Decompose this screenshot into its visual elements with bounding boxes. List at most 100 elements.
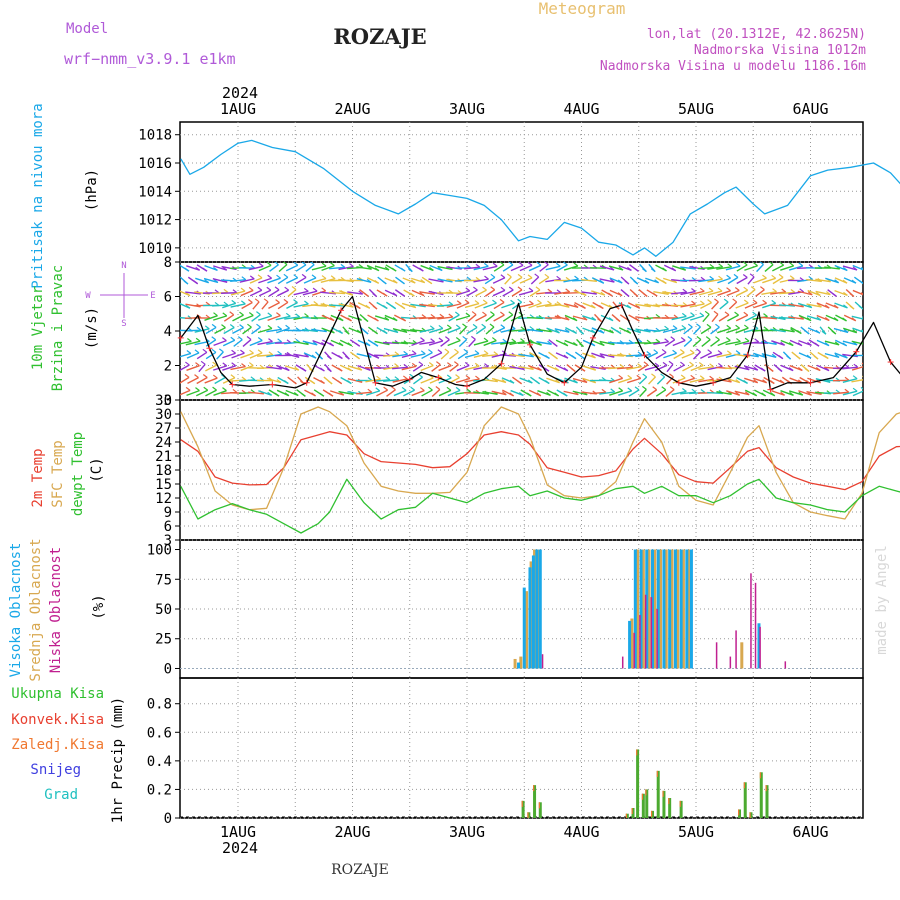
wind-arrow-head	[517, 298, 522, 303]
wind-arrow	[186, 352, 200, 359]
wind-arrow-head	[726, 274, 731, 279]
wind-arrow-head	[484, 275, 489, 280]
wind-arrow-head	[581, 304, 586, 309]
wind-arrow	[320, 291, 336, 295]
wind-arrow	[644, 341, 660, 345]
panel-frame-pressure	[179, 121, 864, 263]
wind-arrow-head	[517, 273, 523, 278]
wind-arrow	[401, 302, 417, 309]
wind-arrow-head	[778, 355, 784, 360]
wind-arrow	[252, 301, 260, 310]
wind-arrow	[653, 341, 669, 345]
wind-arrow	[393, 389, 407, 397]
high-cloud-bar	[662, 549, 666, 669]
wind-arrow	[834, 289, 848, 297]
wind-arrow-head	[347, 367, 353, 372]
wind-arrow-head	[418, 267, 424, 272]
wind-arrow	[833, 391, 849, 395]
wind-arrow-head	[627, 387, 633, 392]
legend-total: Ukupna Kisa	[11, 686, 104, 702]
precip-bar-top	[738, 809, 740, 816]
wind-arrow	[473, 278, 489, 283]
wind-arrow	[222, 352, 236, 359]
wind-arrow-head	[211, 323, 217, 328]
wind-arrow	[466, 289, 478, 297]
wind-arrow-head	[768, 262, 774, 266]
wind-arrow	[464, 302, 480, 309]
wind-arrow	[599, 265, 615, 271]
wind-arrow-head	[556, 275, 562, 280]
wind-arrow	[491, 366, 507, 370]
wind-arrow-head	[222, 362, 228, 367]
wind-arrow	[411, 339, 425, 347]
wind-arrow-head	[364, 292, 369, 297]
wind-arrow-head	[483, 262, 489, 267]
wind-arrow	[716, 353, 732, 358]
wind-arrow-head	[204, 279, 210, 284]
wind-arrow	[627, 377, 641, 384]
wind-arrow	[563, 278, 579, 283]
wind-arrow	[347, 291, 363, 295]
wind-arrow	[278, 263, 288, 273]
wind-arrow-head	[355, 304, 361, 309]
wind-arrow-head	[517, 380, 522, 385]
wind-arrow-head	[274, 286, 280, 291]
wind-arrow-head	[474, 362, 480, 367]
wind-arrow-head	[562, 392, 568, 397]
wind-arrow-head	[844, 388, 850, 393]
wind-arrow	[502, 264, 514, 272]
wind-arrow-head	[436, 361, 441, 366]
wind-arrow-head	[257, 349, 263, 354]
wind-arrow-head	[295, 338, 301, 343]
wind-arrow	[491, 377, 507, 384]
precip-bar-top	[527, 812, 529, 818]
wind-arrow-head	[374, 317, 379, 322]
wind-arrow	[293, 303, 309, 308]
wind-arrow	[231, 352, 245, 359]
wind-arrow-head	[276, 379, 282, 383]
wind-arrow	[473, 352, 489, 359]
wind-arrow	[700, 352, 712, 359]
wind-arrow	[267, 277, 281, 284]
wind-arrow-head	[654, 362, 660, 367]
bottom-date-label: 5AUG	[678, 823, 714, 841]
wind-arrow-head	[392, 292, 398, 297]
dewpoint-line	[180, 478, 900, 534]
wind-arrow	[438, 364, 452, 372]
wind-arrow	[257, 354, 273, 357]
wind-arrow-head	[293, 262, 299, 266]
wind-arrow-head	[682, 288, 688, 293]
wind-arrow-head	[544, 367, 550, 372]
wind-arrow	[599, 379, 615, 382]
wind-arrow-head	[807, 291, 813, 296]
wind-arrow-head	[646, 351, 652, 356]
wind-arrow-head	[653, 349, 659, 354]
wind-arrow	[338, 303, 354, 308]
ytick-label-wind: 2	[164, 359, 172, 375]
wind-arrow-head	[831, 292, 837, 297]
wind-arrow-head	[266, 286, 272, 291]
wind-arrow-head	[861, 341, 863, 343]
wind-arrow	[693, 351, 701, 360]
wind-arrow-head	[655, 313, 661, 318]
wind-arrow-head	[527, 262, 533, 266]
wind-arrow	[180, 340, 192, 345]
wind-arrow	[537, 390, 551, 396]
precip-bar-top	[625, 813, 627, 818]
wind-arrow	[464, 352, 480, 359]
wind-arrow-head	[499, 298, 505, 303]
wind-arrow-head	[556, 289, 562, 294]
wind-arrow	[554, 291, 570, 295]
wind-arrow	[249, 289, 263, 297]
wind-arrow	[780, 265, 794, 271]
wind-arrow-head	[263, 298, 269, 303]
wind-arrow-head	[834, 353, 840, 358]
wind-arrow-head	[699, 287, 705, 292]
precip-bar-top	[656, 770, 658, 777]
mid-cloud-bar	[525, 591, 529, 669]
wind-arrow-head	[633, 293, 639, 297]
wind-arrow-head	[303, 287, 309, 292]
wind-arrow-head	[213, 312, 218, 317]
wind-arrow	[449, 364, 459, 372]
wind-arrow-head	[337, 367, 343, 372]
